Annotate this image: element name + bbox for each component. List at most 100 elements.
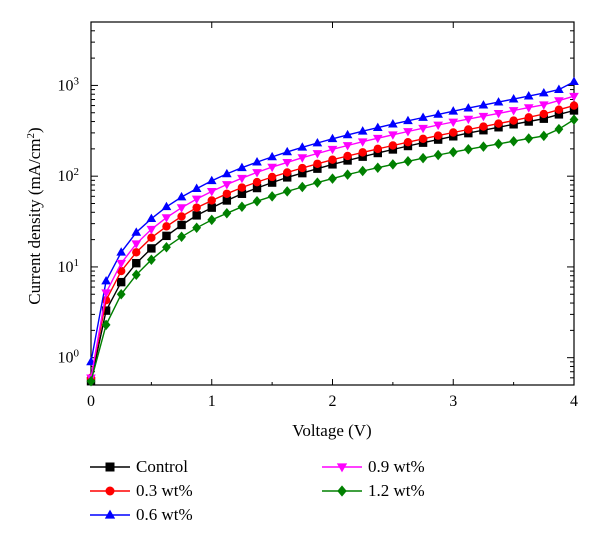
data-point	[327, 145, 338, 155]
y-axis-title-close: )	[25, 127, 44, 133]
data-point	[101, 289, 111, 298]
data-point	[116, 289, 126, 300]
data-point	[554, 84, 564, 93]
y-axis-title-superscript: 2	[25, 133, 37, 139]
data-point	[176, 191, 187, 201]
data-point	[403, 156, 413, 167]
data-point	[222, 196, 232, 205]
y-tick-label: 100	[58, 348, 80, 367]
data-point	[388, 131, 398, 140]
data-point	[162, 241, 171, 253]
legend-label: Control	[136, 457, 188, 476]
data-point	[252, 169, 262, 178]
data-point	[418, 152, 428, 164]
data-point	[433, 131, 443, 140]
y-axis: 100 101 102 103	[58, 21, 574, 386]
data-point	[357, 126, 368, 135]
data-point	[283, 173, 292, 182]
data-point	[433, 121, 443, 131]
legend-marker	[104, 509, 116, 519]
legend-label: 1.2 wt%	[368, 481, 425, 500]
data-point	[342, 142, 353, 151]
data-point	[478, 100, 489, 109]
data-point	[267, 191, 277, 202]
legend-item: 0.6 wt%	[90, 505, 193, 524]
data-point	[207, 214, 217, 226]
data-point	[252, 195, 262, 207]
data-point	[222, 208, 232, 219]
data-point	[192, 203, 201, 212]
data-point	[569, 114, 579, 125]
data-point	[297, 181, 307, 193]
data-point	[569, 92, 579, 102]
data-point	[508, 107, 519, 116]
data-point	[418, 112, 428, 121]
data-point	[131, 269, 141, 281]
data-point	[448, 118, 459, 128]
data-point	[116, 266, 126, 276]
data-point	[328, 173, 337, 184]
data-point	[283, 168, 292, 177]
data-point	[252, 177, 262, 187]
data-point	[388, 141, 398, 150]
data-point	[206, 175, 217, 185]
data-point	[328, 155, 337, 164]
data-point	[162, 222, 171, 231]
data-point	[372, 134, 383, 144]
data-point	[403, 128, 413, 137]
data-point	[403, 115, 413, 125]
legend-marker	[105, 486, 115, 496]
data-point	[312, 177, 322, 188]
data-point	[373, 162, 383, 173]
data-point	[297, 154, 308, 163]
legend-item: 0.9 wt%	[322, 457, 425, 476]
data-point	[343, 156, 352, 165]
data-point	[357, 138, 368, 147]
data-point	[282, 146, 293, 156]
data-point	[101, 306, 111, 315]
data-point	[464, 125, 473, 134]
data-point	[146, 225, 157, 235]
data-point	[267, 163, 277, 173]
data-point	[252, 183, 262, 193]
data-point	[524, 117, 533, 126]
data-point	[509, 116, 518, 125]
data-point	[493, 110, 504, 119]
data-point	[146, 254, 156, 265]
data-point	[222, 168, 232, 178]
data-point	[538, 88, 549, 97]
data-point	[343, 151, 352, 161]
data-point	[237, 174, 247, 184]
x-tick-label: 1	[208, 393, 216, 410]
data-point	[116, 277, 126, 287]
data-point	[358, 148, 367, 157]
data-point	[493, 97, 504, 106]
data-point	[373, 144, 382, 154]
data-point	[523, 91, 534, 100]
data-point	[554, 123, 564, 135]
data-point	[388, 119, 398, 128]
data-point	[177, 231, 186, 243]
data-point	[478, 112, 489, 122]
data-point	[508, 94, 519, 103]
data-point	[267, 151, 277, 161]
data-point	[328, 160, 337, 169]
data-point	[101, 319, 111, 331]
data-point	[479, 141, 488, 152]
series-4	[86, 114, 579, 387]
data-point	[494, 138, 503, 150]
data-point	[448, 146, 458, 158]
legend-label: 0.6 wt%	[136, 505, 193, 524]
y-tick-label: 102	[58, 166, 80, 185]
data-point	[372, 122, 383, 131]
data-point	[418, 134, 428, 144]
data-point	[569, 101, 579, 110]
data-point	[177, 220, 186, 230]
data-point	[494, 119, 503, 128]
data-point	[146, 213, 157, 223]
data-point	[282, 159, 293, 168]
data-point	[206, 188, 217, 197]
data-point	[207, 203, 216, 212]
data-point	[433, 109, 443, 118]
